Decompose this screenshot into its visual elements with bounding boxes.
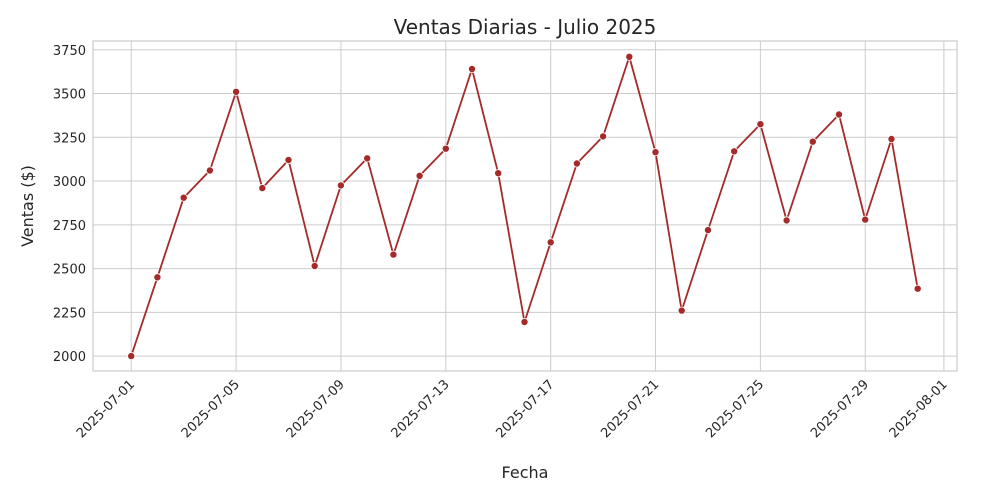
plot-frame xyxy=(92,40,958,372)
x-tick-label: 2025-07-13 xyxy=(389,377,453,441)
data-point xyxy=(494,169,503,178)
x-tick-label: 2025-07-17 xyxy=(493,377,557,441)
y-tick-label: 3500 xyxy=(53,88,86,103)
data-point xyxy=(520,317,529,326)
data-point xyxy=(730,147,739,156)
data-point xyxy=(389,250,398,259)
series-line-layer xyxy=(130,55,919,357)
data-point xyxy=(572,159,581,168)
data-point xyxy=(205,166,214,175)
data-point xyxy=(835,110,844,119)
x-tick-labels: 2025-07-01 2025-07-05 2025-07-09 2025-07-13… xyxy=(74,377,951,441)
data-point xyxy=(153,273,162,282)
sales-series-line xyxy=(130,55,919,357)
data-point xyxy=(336,181,345,190)
y-axis-title: Ventas ($) xyxy=(18,165,37,247)
data-point xyxy=(625,52,634,61)
data-point xyxy=(861,215,870,224)
y-tick-label: 2250 xyxy=(53,306,86,321)
x-tick-label: 2025-07-01 xyxy=(74,377,138,441)
data-point xyxy=(232,87,241,96)
x-tick-label: 2025-07-29 xyxy=(808,377,872,441)
y-tick-label: 3000 xyxy=(53,175,86,190)
data-point xyxy=(258,184,267,193)
chart-title: Ventas Diarias - Julio 2025 xyxy=(394,15,657,39)
data-point xyxy=(415,171,424,180)
x-tick-label: 2025-07-09 xyxy=(284,377,348,441)
data-point xyxy=(546,238,555,247)
y-tick-label: 3750 xyxy=(53,44,86,59)
data-point xyxy=(704,226,713,235)
y-tick-labels: 2000 2250 2500 2750 3000 3250 3500 3750 xyxy=(53,44,86,365)
x-tick-label: 2025-07-25 xyxy=(703,377,767,441)
grid xyxy=(93,41,957,371)
x-axis-title: Fecha xyxy=(502,463,549,482)
data-point xyxy=(441,144,450,153)
data-point xyxy=(467,65,476,74)
data-point xyxy=(808,137,817,146)
x-tick-label: 2025-08-01 xyxy=(887,377,951,441)
series-markers xyxy=(127,52,922,361)
data-point xyxy=(284,155,293,164)
data-point xyxy=(179,193,188,202)
data-point xyxy=(913,284,922,293)
data-point xyxy=(599,132,608,141)
data-point xyxy=(310,261,319,270)
y-tick-label: 2000 xyxy=(53,350,86,365)
data-point xyxy=(677,306,686,315)
x-tick-label: 2025-07-05 xyxy=(179,377,243,441)
y-tick-label: 3250 xyxy=(53,131,86,146)
data-point xyxy=(887,134,896,143)
data-point xyxy=(127,352,136,361)
data-point xyxy=(363,154,372,163)
data-point xyxy=(756,120,765,129)
y-tick-label: 2750 xyxy=(53,219,86,234)
data-point xyxy=(651,148,660,157)
x-tick-label: 2025-07-21 xyxy=(598,377,662,441)
data-point xyxy=(782,216,791,225)
y-tick-label: 2500 xyxy=(53,263,86,278)
